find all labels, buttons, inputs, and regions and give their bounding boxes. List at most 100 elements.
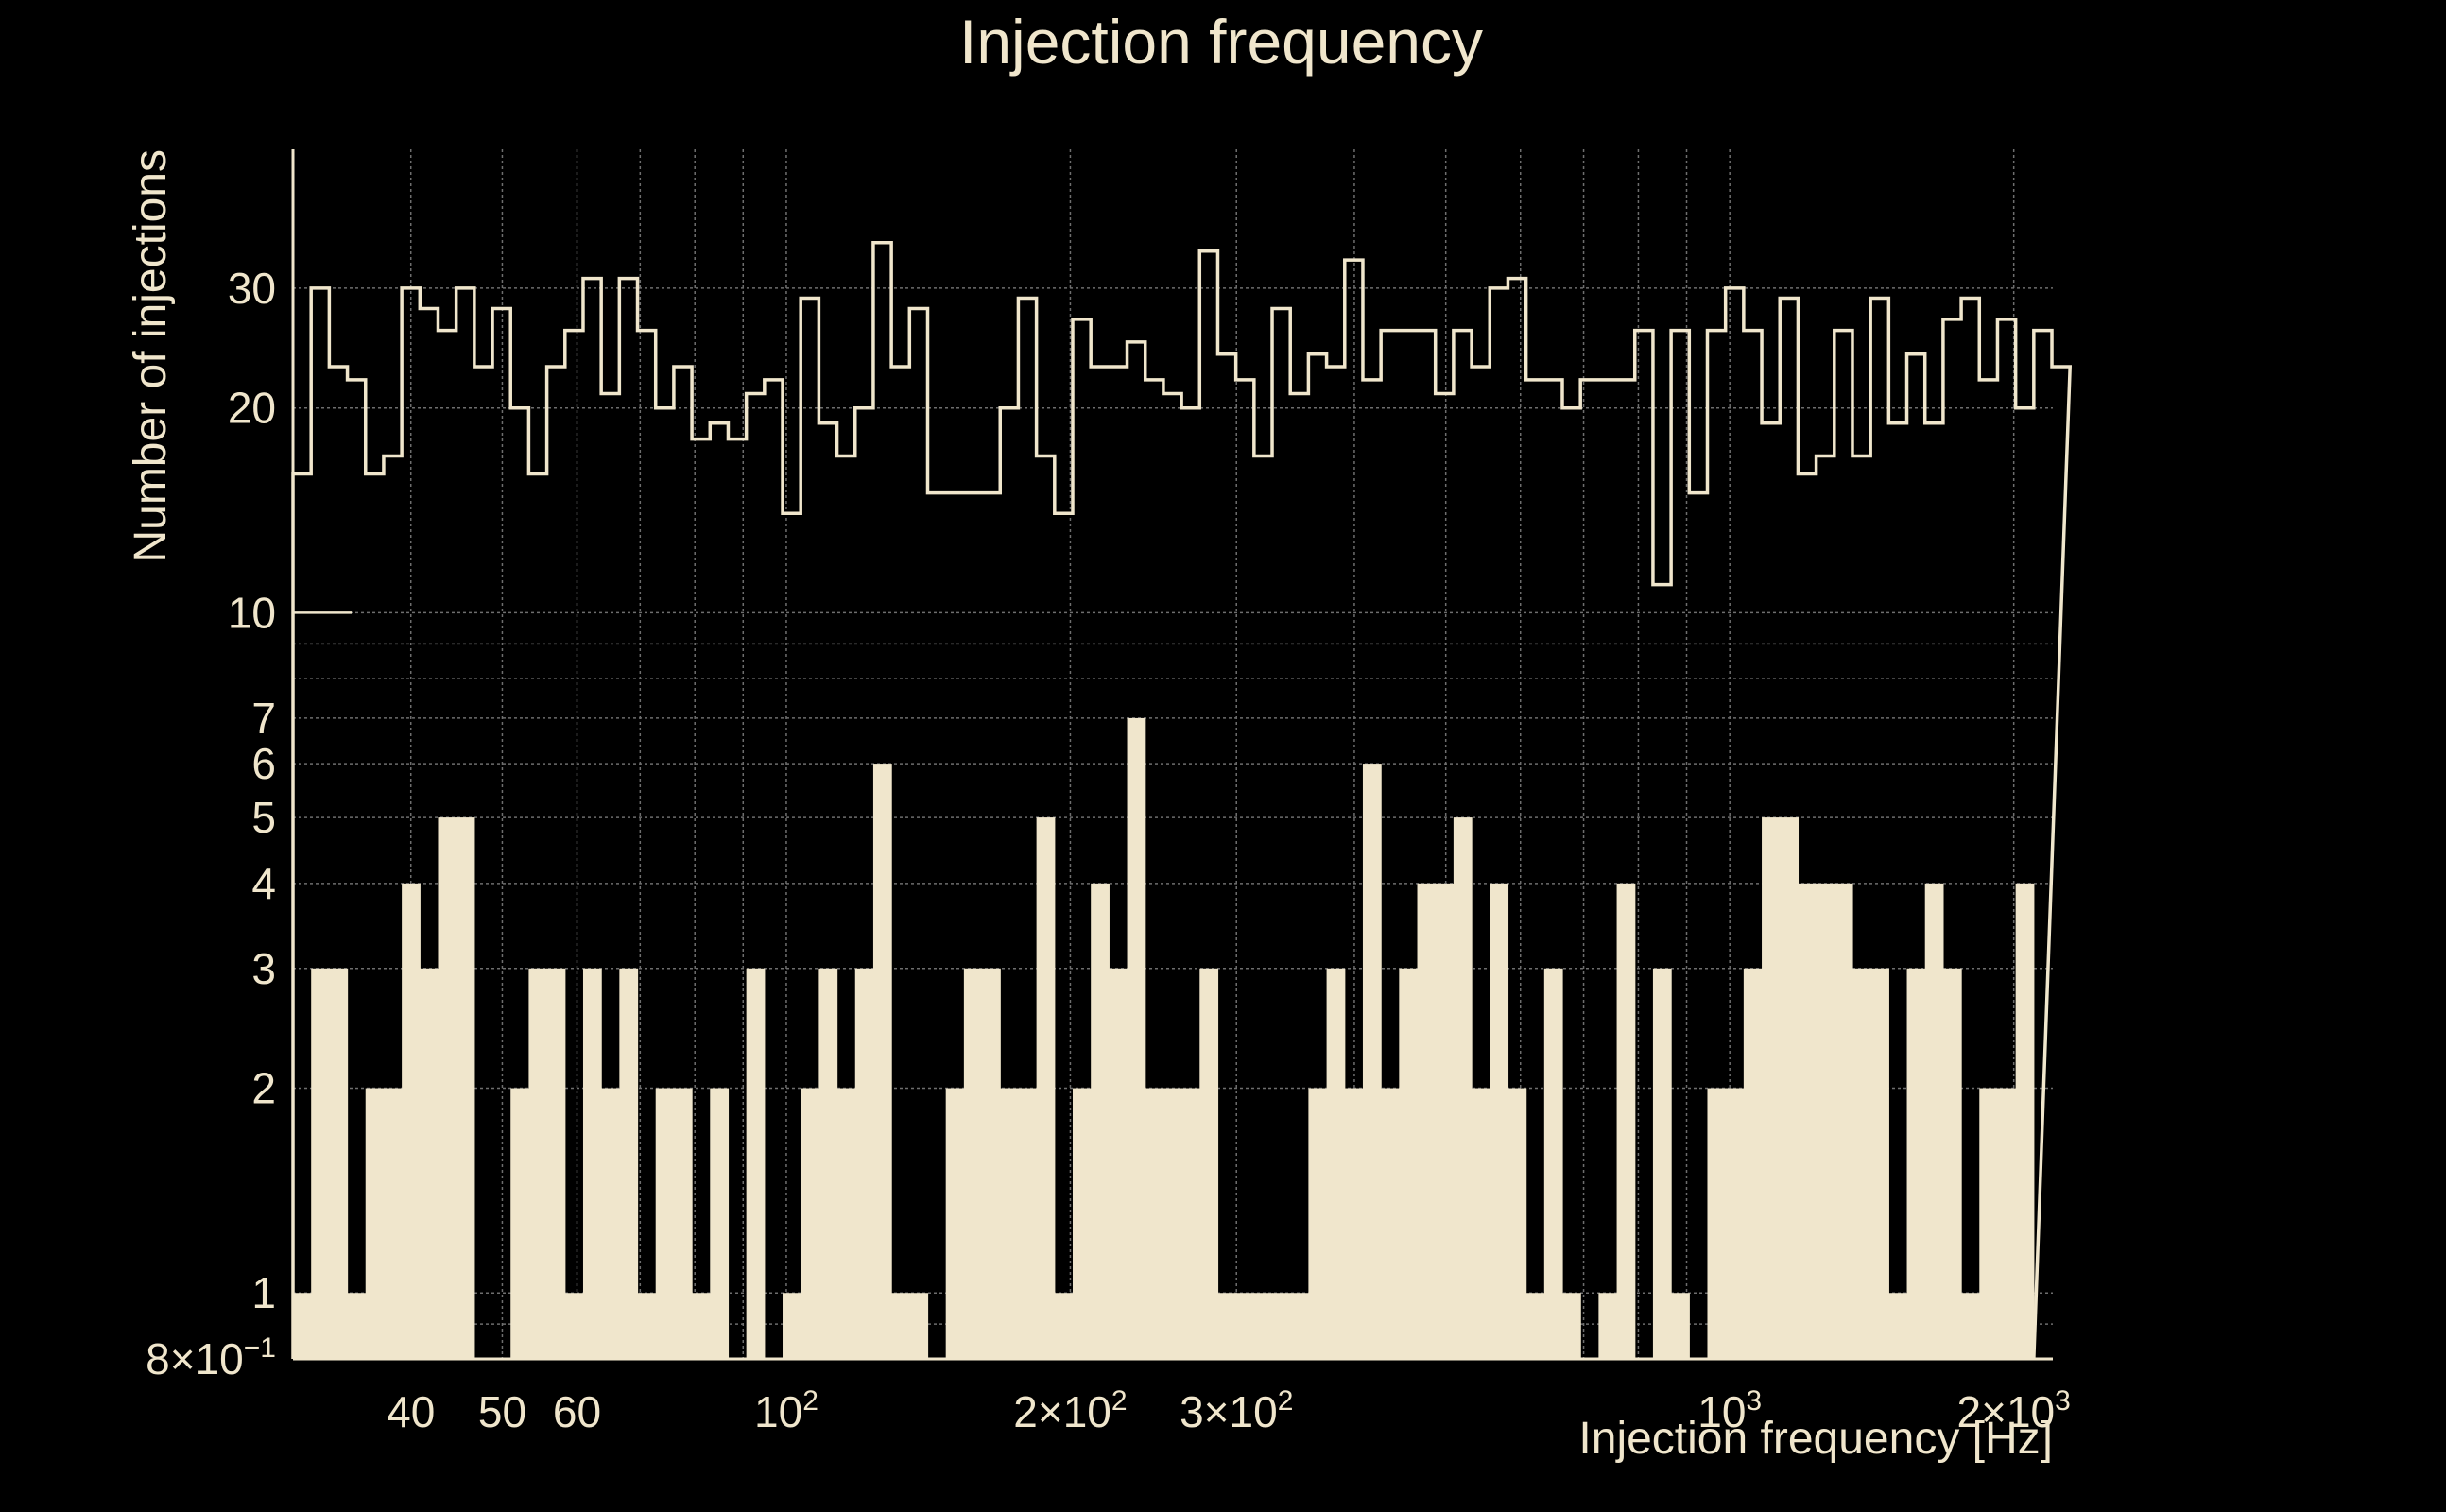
histogram-bar — [1054, 1293, 1074, 1359]
histogram-bar — [1308, 1088, 1328, 1359]
histogram-bar — [1253, 1293, 1273, 1359]
histogram-bar — [1272, 1293, 1291, 1359]
histogram-bar — [1417, 883, 1437, 1359]
chart-title: Injection frequency — [959, 7, 1483, 77]
histogram-bar — [945, 1088, 965, 1359]
histogram-bar — [1109, 968, 1128, 1359]
histogram-bar — [1888, 1293, 1908, 1359]
histogram-bar — [347, 1293, 367, 1359]
histogram-bar — [692, 1293, 711, 1359]
histogram-bar — [818, 968, 838, 1359]
histogram-bar — [1780, 817, 1800, 1359]
histogram-bar — [1906, 968, 1926, 1359]
y-tick-label: 10 — [228, 588, 276, 637]
histogram-bar — [293, 1293, 312, 1359]
histogram-bar — [510, 1088, 530, 1359]
histogram-bar — [1671, 1293, 1690, 1359]
histogram-bar — [1018, 1088, 1038, 1359]
histogram-bar — [383, 1088, 403, 1359]
x-tick-label: 3×102 — [1180, 1385, 1293, 1436]
x-axis-label: Injection frequency [Hz] — [1578, 1414, 2053, 1464]
histogram-bar — [1507, 1088, 1527, 1359]
histogram-bar — [1362, 764, 1382, 1359]
histogram-bar — [1816, 883, 1835, 1359]
histogram-bar — [311, 968, 330, 1359]
histogram-bar — [836, 1088, 856, 1359]
histogram-bar — [1798, 883, 1817, 1359]
histogram-bar — [1435, 883, 1455, 1359]
histogram-bar — [710, 1088, 730, 1359]
y-tick-label: 30 — [228, 264, 276, 313]
y-tick-label: 4 — [251, 859, 276, 908]
y-tick-label: 1 — [251, 1268, 276, 1317]
histogram-bar — [1707, 1088, 1727, 1359]
histogram-bar — [746, 968, 766, 1359]
histogram-bar — [1235, 1293, 1255, 1359]
histogram-bar — [1543, 968, 1563, 1359]
histogram-bar — [438, 817, 457, 1359]
histogram-bar — [1616, 883, 1636, 1359]
histogram-bar — [2015, 883, 2035, 1359]
filled-histogram — [293, 717, 2035, 1359]
y-tick-label: 7 — [251, 694, 276, 743]
histogram-bar — [420, 968, 439, 1359]
histogram-bar — [783, 1293, 801, 1359]
y-tick-label: 20 — [228, 384, 276, 433]
histogram-bar — [402, 883, 421, 1359]
histogram-bar — [673, 1088, 693, 1359]
y-axis-label: Number of injections — [126, 149, 176, 563]
histogram-bar — [637, 1293, 657, 1359]
axes — [291, 149, 2053, 1361]
histogram-bar — [329, 968, 349, 1359]
histogram-bar — [1181, 1088, 1200, 1359]
histogram-bar — [1598, 1293, 1618, 1359]
histogram-bar — [1652, 968, 1672, 1359]
histogram-bar — [1997, 1088, 2017, 1359]
x-tick-label: 50 — [478, 1387, 526, 1436]
histogram-bar — [1381, 1088, 1400, 1359]
histogram-bar — [801, 1088, 819, 1359]
histogram-bar — [1072, 1088, 1092, 1359]
histogram-bar — [963, 968, 983, 1359]
histogram-bar — [1290, 1293, 1310, 1359]
step-histogram — [291, 240, 2073, 1360]
histogram-bar — [1924, 883, 1944, 1359]
histogram-bar — [1852, 968, 1871, 1359]
histogram-bar — [1979, 1088, 1999, 1359]
histogram-bar — [854, 968, 874, 1359]
x-tick-labels: 40 50 60 102 2×102 3×102 103 2×103 — [387, 1385, 2071, 1436]
histogram-bar — [1472, 1088, 1490, 1359]
x-tick-label: 2×102 — [1013, 1385, 1127, 1436]
x-tick-label: 2×103 — [1957, 1385, 2071, 1436]
histogram-bar — [872, 764, 892, 1359]
histogram-bar — [1399, 968, 1419, 1359]
histogram-bar — [891, 1293, 910, 1359]
histogram-bar — [909, 1293, 929, 1359]
histogram-bar — [1326, 968, 1346, 1359]
histogram-bar — [1091, 883, 1110, 1359]
histogram-bar — [528, 968, 548, 1359]
histogram-bar — [982, 968, 1001, 1359]
histogram-bar — [1490, 883, 1509, 1359]
histogram-bar — [1000, 1088, 1020, 1359]
histogram-bar — [1743, 968, 1763, 1359]
histogram-bar — [1525, 1293, 1545, 1359]
histogram-bar — [1834, 883, 1853, 1359]
step-series-line — [291, 240, 2073, 1360]
histogram-bar — [655, 1088, 675, 1359]
histogram-bar — [1036, 817, 1056, 1359]
histogram-bar — [1961, 1293, 1980, 1359]
histogram-bar — [546, 968, 566, 1359]
histogram-bar — [365, 1088, 385, 1359]
histogram-bar — [1199, 968, 1219, 1359]
histogram-bar — [1942, 968, 1962, 1359]
histogram-bar — [1217, 1293, 1237, 1359]
histogram-bar — [1762, 817, 1781, 1359]
y-tick-label: 5 — [251, 793, 276, 842]
y-tick-label: 6 — [251, 739, 276, 788]
x-tick-label: 40 — [387, 1387, 435, 1436]
y-tick-label: 3 — [251, 944, 276, 993]
histogram-bar — [564, 1293, 584, 1359]
